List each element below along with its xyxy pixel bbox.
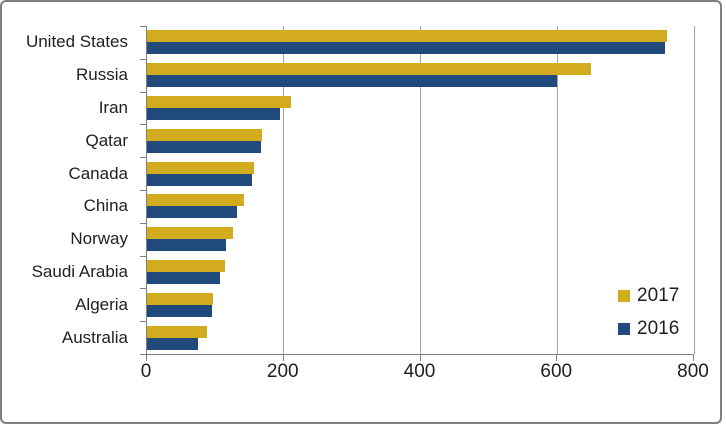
bar-2017-australia: [147, 325, 208, 338]
bar-2017-china: [147, 194, 245, 207]
gridline-x-200: [283, 26, 285, 354]
bar-2016-algeria: [147, 304, 212, 317]
value-tick-0: [146, 355, 147, 361]
bar-2017-qatar: [147, 128, 262, 141]
bar-2017-united-states: [147, 30, 667, 43]
category-label-canada: Canada: [68, 163, 128, 183]
category-boundary-tick: [140, 255, 146, 257]
category-boundary-tick: [140, 157, 146, 159]
category-boundary-tick: [140, 354, 146, 355]
category-label-iran: Iran: [98, 98, 128, 117]
category-label-qatar: Qatar: [85, 130, 128, 150]
category-boundary-tick: [140, 58, 146, 60]
bar-2017-algeria: [147, 292, 213, 305]
category-row-algeria: [147, 288, 694, 321]
bar-2016-norway: [147, 239, 227, 252]
category-row-norway: [147, 223, 694, 256]
gridline-x-800: [693, 26, 695, 354]
category-row-china: [147, 190, 694, 223]
legend-swatch-icon: [618, 323, 630, 335]
bar-2016-saudi-arabia: [147, 271, 221, 284]
legend: 2017 2016: [618, 284, 679, 350]
category-boundary-tick: [140, 321, 146, 323]
category-label-russia: Russia: [76, 65, 128, 85]
category-row-canada: [147, 157, 694, 190]
category-label-saudi-arabia: Saudi Arabia: [31, 262, 128, 281]
category-label-norway: Norway: [70, 229, 128, 249]
legend-label: 2017: [637, 285, 680, 306]
bar-2016-united-states: [147, 42, 665, 55]
category-row-qatar: [147, 124, 694, 157]
bar-2016-canada: [147, 173, 252, 186]
value-tick-label-400: 400: [403, 361, 436, 382]
bar-2016-qatar: [147, 140, 262, 153]
category-label-algeria: Algeria: [75, 294, 128, 314]
category-label-united-states: United States: [25, 32, 128, 52]
category-row-russia: [147, 59, 694, 92]
category-boundary-tick: [140, 222, 146, 224]
category-row-united-states: [147, 26, 694, 59]
value-tick-200: [282, 355, 284, 361]
value-tick-800: [693, 355, 694, 361]
bar-2017-saudi-arabia: [147, 259, 225, 272]
bar-2017-canada: [147, 161, 255, 174]
category-row-iran: [147, 92, 694, 125]
value-tick-label-800: 800: [677, 361, 709, 382]
value-tick-400: [419, 355, 421, 361]
category-boundary-tick: [140, 26, 146, 27]
legend-item-2017: 2017: [618, 284, 679, 308]
value-tick-label-0: 0: [140, 361, 152, 382]
gridline-x-600: [556, 26, 558, 354]
category-boundary-tick: [140, 91, 146, 93]
category-row-australia: [147, 321, 694, 354]
category-label-australia: Australia: [61, 327, 128, 347]
value-tick-600: [556, 355, 558, 361]
legend-swatch-icon: [618, 290, 630, 302]
category-boundary-tick: [140, 190, 146, 191]
category-boundary-tick: [140, 288, 146, 290]
bar-2016-australia: [147, 337, 199, 350]
legend-label: 2016: [637, 318, 680, 339]
bar-2016-china: [147, 206, 238, 219]
bar-2017-iran: [147, 95, 291, 108]
category-row-saudi-arabia: [147, 256, 694, 289]
plot-area: [146, 26, 695, 355]
bar-2017-russia: [147, 63, 592, 76]
bar-2017-norway: [147, 227, 234, 240]
bar-2016-iran: [147, 107, 281, 120]
category-boundary-tick: [140, 124, 146, 126]
value-tick-label-200: 200: [266, 361, 299, 382]
category-label-china: China: [83, 196, 128, 216]
gridline-x-400: [420, 26, 421, 354]
value-tick-label-600: 600: [540, 361, 573, 382]
legend-item-2016: 2016: [618, 317, 679, 341]
bar-2016-russia: [147, 75, 558, 88]
